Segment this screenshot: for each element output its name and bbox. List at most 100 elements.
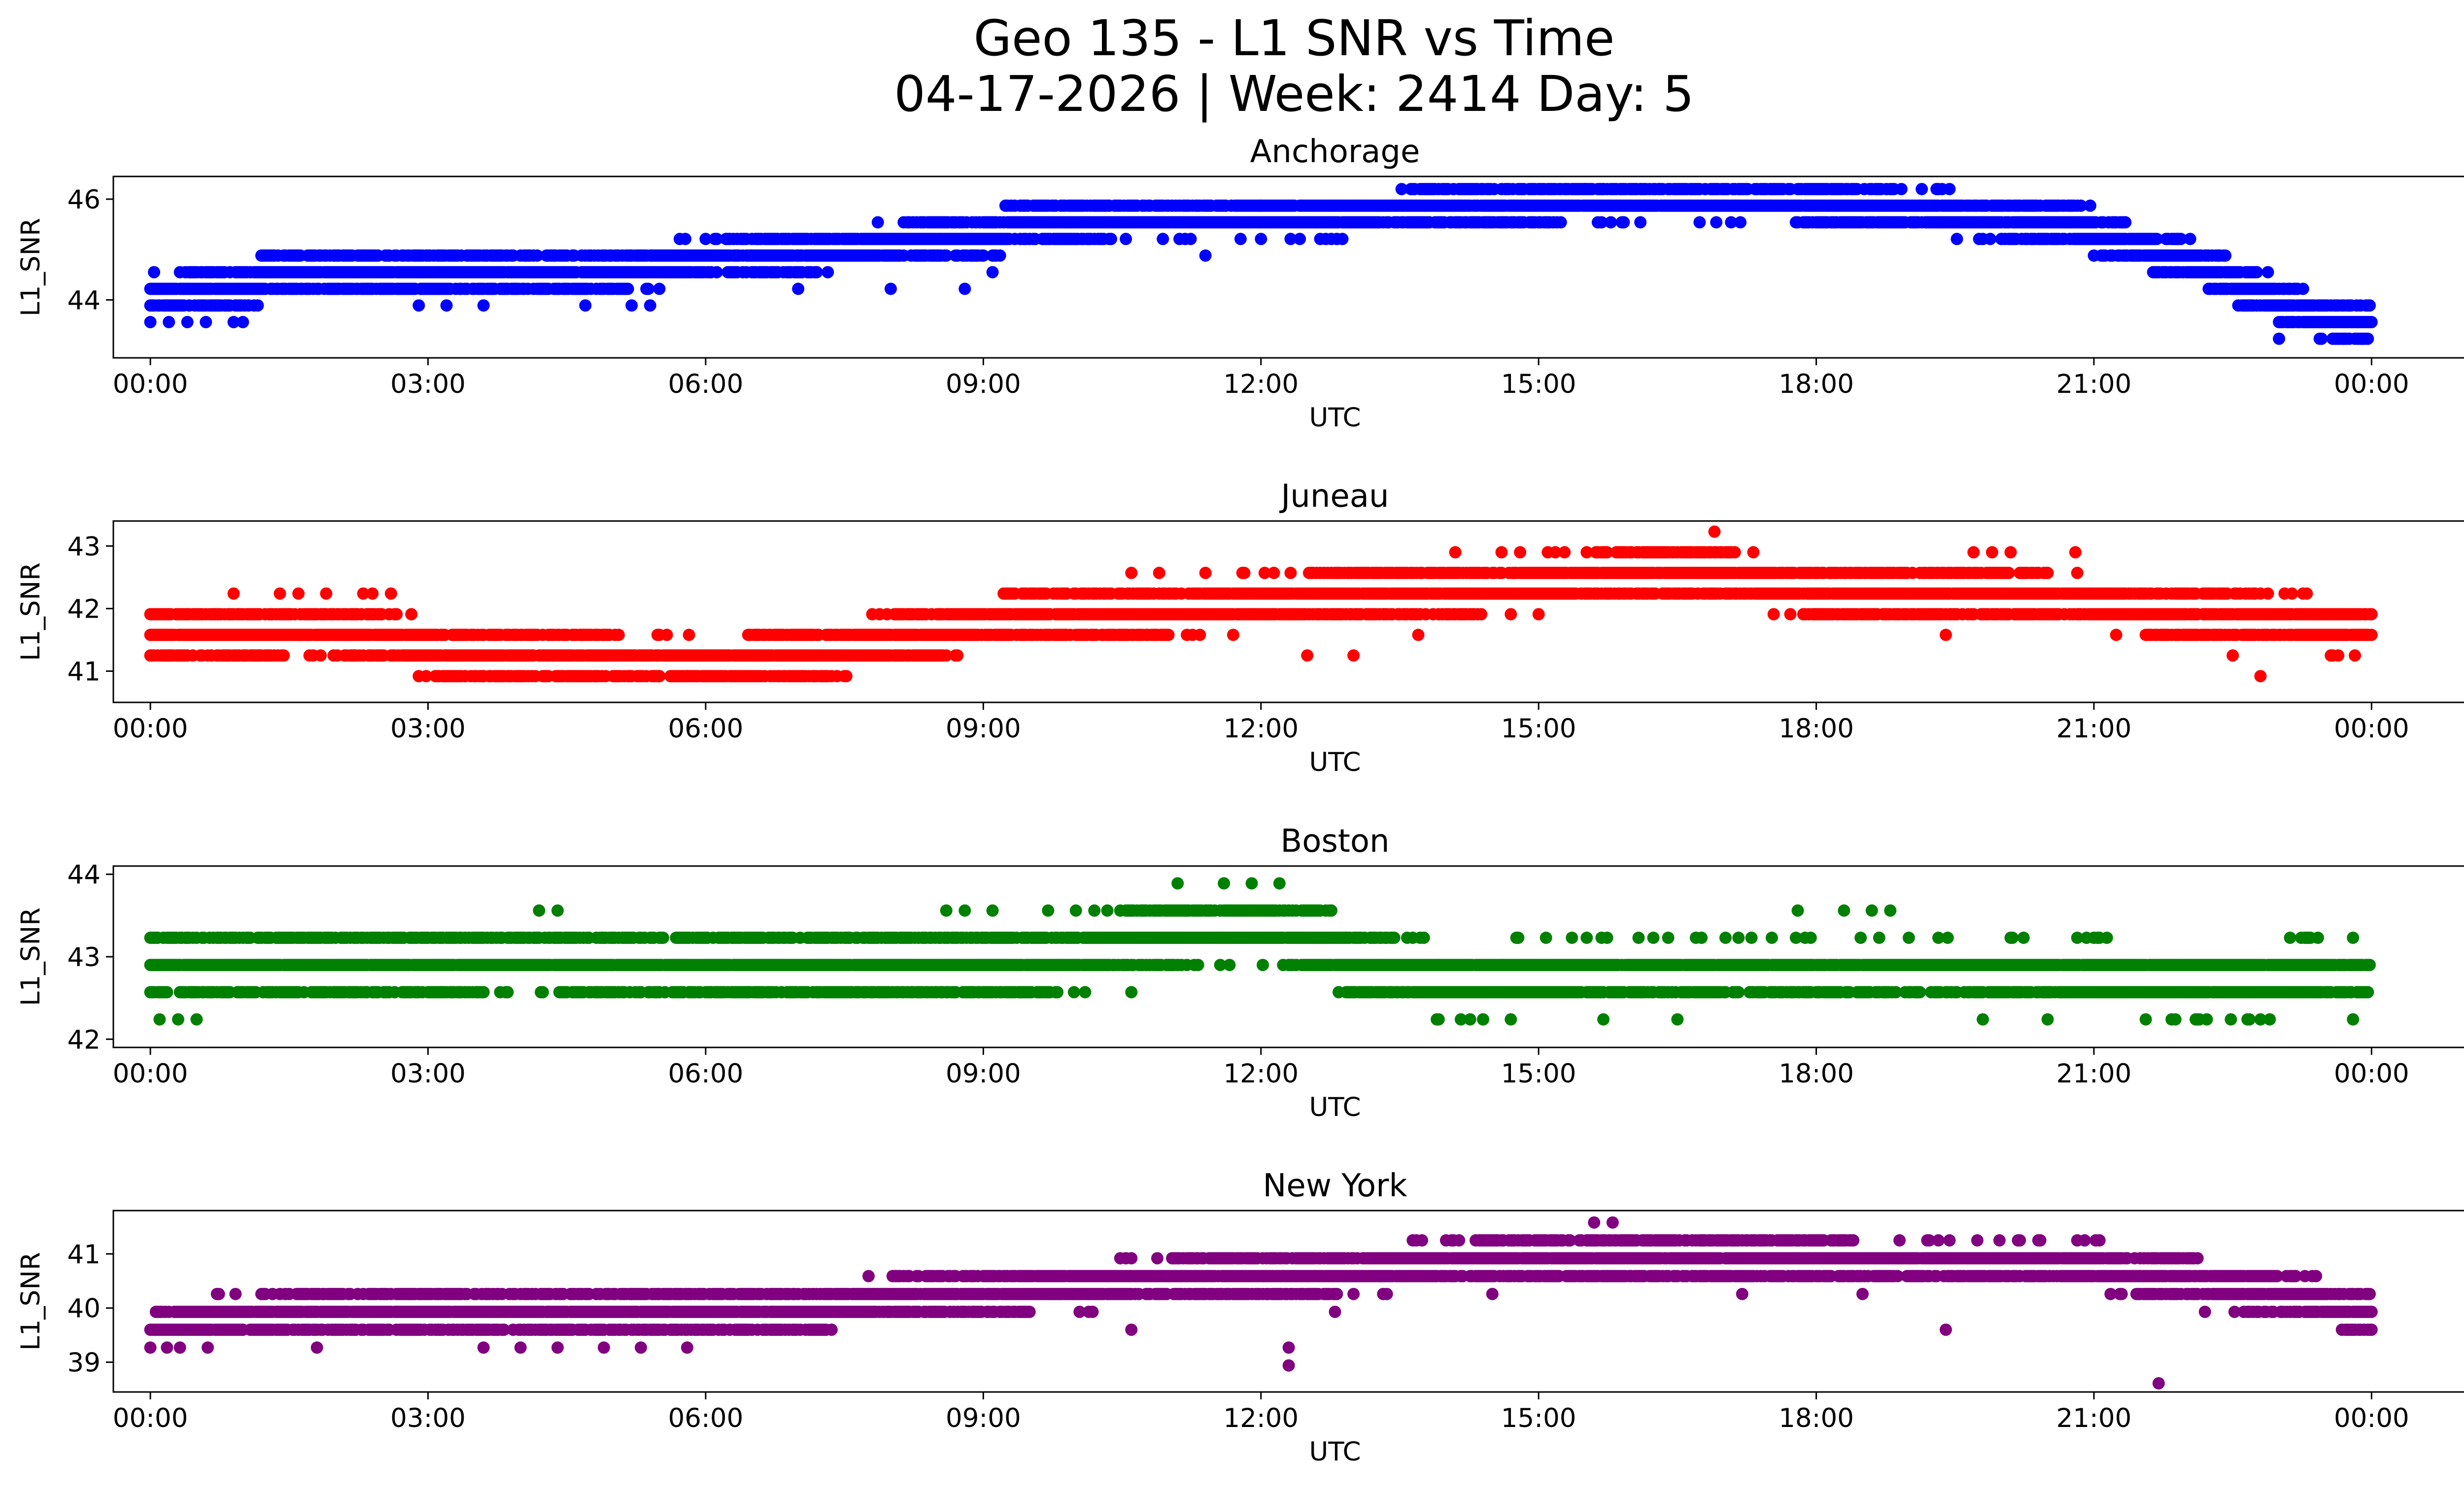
data-point [625,249,638,262]
data-point [840,670,853,683]
data-point [1767,608,1780,621]
data-point [1747,546,1760,558]
data-point [314,649,327,662]
data-point [1194,628,1206,641]
data-point [660,628,673,641]
data-point [1255,199,1267,212]
data-point [2184,233,2196,245]
y-tick-label: 44 [68,285,101,315]
data-point [579,299,592,312]
data-point [1105,233,1117,245]
data-point [1097,199,1110,212]
data-point [821,266,834,278]
data-point [597,249,610,262]
data-point [1284,566,1297,579]
data-point [711,266,723,278]
data-point [1294,233,1306,245]
data-point [612,628,625,641]
data-point [1558,546,1571,558]
data-point [2261,266,2274,278]
data-point [1255,233,1267,245]
data-point [1708,183,1721,196]
data-point [148,266,161,278]
data-point [1184,233,1197,245]
data-point [366,249,379,262]
data-point [1951,233,1963,245]
data-point [1554,216,1567,229]
data-point [951,649,964,662]
data-point [1336,233,1349,245]
y-axis-label: L1_SNR [16,218,46,316]
x-axis-label: UTC [1309,403,1361,433]
y-tick-label: 46 [68,185,101,215]
data-point [2251,266,2263,278]
data-point [2084,199,2096,212]
data-point [200,315,212,328]
data-point [644,299,656,312]
panel-title: Juneau [1279,478,1389,515]
data-point [1693,216,1706,229]
data-point [1199,249,1212,262]
data-point [993,249,1006,262]
data-point [2356,332,2369,345]
data-point [1190,199,1202,212]
data-point [2002,566,2015,579]
data-point [683,628,695,641]
data-point [1234,233,1247,245]
data-point [1505,608,1517,621]
data-point [2315,332,2328,345]
data-point [1617,216,1630,229]
data-point [440,299,453,312]
data-point [1532,608,1545,621]
data-point [1710,216,1723,229]
x-tick-label: 03:00 [390,369,466,399]
data-point [958,282,971,295]
data-point [2365,315,2378,328]
data-point [1984,233,1997,245]
data-point [144,315,157,328]
data-point [1267,566,1280,579]
data-point [2337,332,2350,345]
data-point [810,266,823,278]
x-tick-label: 18:00 [1779,369,1854,399]
data-point [1734,216,1747,229]
data-point [1578,183,1591,196]
data-point [1943,183,1956,196]
data-point [1764,183,1777,196]
data-point [412,299,425,312]
x-tick-label: 09:00 [946,369,1021,399]
data-point [653,282,666,295]
data-point [2296,282,2309,295]
data-point [1042,199,1055,212]
data-point [477,299,490,312]
data-point [1634,216,1647,229]
x-tick-label: 00:00 [2334,369,2409,399]
data-point [1895,183,1908,196]
data-point [2219,249,2232,262]
data-point [679,233,692,245]
data-point [339,249,351,262]
data-point [792,282,805,295]
data-points [144,183,2378,345]
figure-subtitle: 04-17-2026 | Week: 2414 Day: 5 [894,65,1694,123]
data-point [277,649,290,662]
data-point [871,216,884,229]
x-tick-label: 12:00 [1223,369,1299,399]
panel-title: Anchorage [1250,134,1420,170]
data-point [251,299,264,312]
data-point [1597,183,1610,196]
data-point [1916,183,1928,196]
x-tick-label: 21:00 [2056,369,2132,399]
data-point [181,315,194,328]
data-point [1784,608,1797,621]
data-point [1652,183,1665,196]
data-point [621,282,634,295]
data-point [237,315,249,328]
x-tick-label: 15:00 [1501,369,1576,399]
data-point [986,266,999,278]
data-point [1157,233,1169,245]
data-point [2273,332,2286,345]
